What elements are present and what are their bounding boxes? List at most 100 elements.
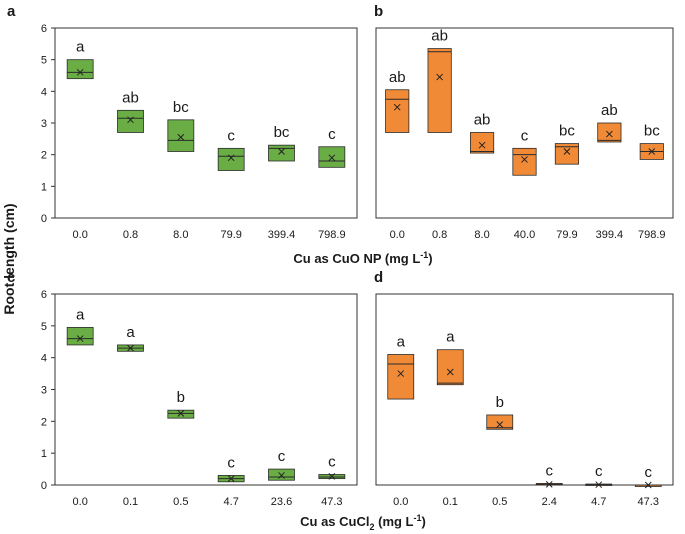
y-tick-label: 6 xyxy=(41,289,47,301)
significance-letter: bc xyxy=(274,124,290,141)
box xyxy=(597,122,622,143)
plot-frame-d xyxy=(375,293,674,486)
y-tick-label: 1 xyxy=(41,448,47,460)
panel-b: b 0.0 ab 0.8 ab 8.0 ab 40.0 c 79.9 bc 399.4 ab 798.9 b… xyxy=(374,3,674,241)
significance-letter: ab xyxy=(601,102,618,119)
x-tick-label: 8.0 xyxy=(173,229,188,241)
y-tick-label: 5 xyxy=(41,321,47,333)
x-axis-title-top-suffix: ) xyxy=(428,251,432,266)
mean-marker xyxy=(496,421,504,428)
significance-letter: ab xyxy=(389,69,406,86)
panel-label-b: b xyxy=(374,3,383,20)
significance-letter: c xyxy=(645,464,653,481)
x-tick-label: 0.5 xyxy=(492,496,507,508)
x-axis-title-bottom-suffix: ) xyxy=(422,514,426,529)
mean-marker xyxy=(177,410,185,417)
x-axis-title-bottom-middle: (mg L xyxy=(375,514,414,529)
x-tick-label: 0.1 xyxy=(123,496,138,508)
significance-letter: c xyxy=(328,126,336,143)
box xyxy=(318,146,346,168)
x-tick-label: 79.9 xyxy=(556,229,577,241)
x-tick-label: 47.3 xyxy=(638,496,659,508)
mean-marker xyxy=(446,368,454,376)
mean-marker xyxy=(595,481,603,489)
box xyxy=(512,147,537,176)
box xyxy=(66,59,94,80)
x-tick-label: 4.7 xyxy=(591,496,606,508)
box xyxy=(217,147,245,171)
mean-marker xyxy=(521,156,528,163)
plot-frame-c xyxy=(54,293,358,486)
y-tick-label: 4 xyxy=(41,86,47,98)
box xyxy=(387,354,415,400)
significance-letter: c xyxy=(227,454,235,471)
significance-letter: ab xyxy=(431,28,448,45)
mean-marker xyxy=(328,154,336,162)
significance-letter: ab xyxy=(122,89,139,106)
mean-marker xyxy=(127,116,134,124)
mean-marker xyxy=(644,481,652,489)
box xyxy=(554,143,579,165)
y-tick-label: 3 xyxy=(41,118,47,130)
box xyxy=(427,48,452,133)
x-tick-label: 79.9 xyxy=(220,229,241,241)
y-tick-label: 0 xyxy=(41,213,47,225)
x-tick-label: 4.7 xyxy=(224,496,239,508)
significance-letter: bc xyxy=(559,123,575,140)
mean-marker xyxy=(76,335,84,342)
significance-letter: a xyxy=(126,324,135,341)
mean-marker xyxy=(478,141,486,149)
significance-letter: bc xyxy=(644,123,660,140)
significance-letter: a xyxy=(76,306,85,323)
significance-letter: a xyxy=(446,329,455,346)
significance-letter: c xyxy=(278,448,286,465)
y-tick-label: 5 xyxy=(41,55,47,67)
plot-frame-a xyxy=(54,27,358,219)
significance-letter: c xyxy=(227,127,235,144)
box xyxy=(470,132,495,154)
box xyxy=(66,327,94,346)
y-tick-label: 4 xyxy=(41,353,47,365)
x-axis-title-bottom: Cu as CuCl2 (mg L-1) xyxy=(300,513,426,532)
panel-a: a 0 1 2 3 4 5 6 0.0 a 0.8 ab 8.0 bc 79.9 c 399.4 bc 798.9 c xyxy=(7,3,358,241)
y-tick-label: 0 xyxy=(41,480,47,492)
significance-letter: ab xyxy=(474,112,491,129)
x-axis-title-top-sup: -1 xyxy=(420,250,428,260)
mean-marker xyxy=(328,473,336,480)
panel-c: c 0 1 2 3 4 5 6 0.0 a 0.1 a 0.5 b 4.7 c 23.6 c 47.3 c xyxy=(7,269,358,508)
x-tick-label: 2.4 xyxy=(542,496,557,508)
significance-letter: c xyxy=(546,462,554,479)
x-tick-label: 399.4 xyxy=(268,229,296,241)
mean-marker xyxy=(177,133,185,141)
panel-label-d: d xyxy=(374,269,383,286)
x-tick-label: 0.0 xyxy=(393,496,408,508)
x-axis-title-top-prefix: Cu as CuO NP (mg L xyxy=(293,251,420,266)
x-tick-label: 23.6 xyxy=(271,496,292,508)
mean-marker xyxy=(393,103,401,111)
mean-marker xyxy=(606,130,613,138)
mean-marker xyxy=(545,481,553,488)
box xyxy=(117,109,144,133)
mean-marker xyxy=(127,344,134,352)
x-tick-label: 40.0 xyxy=(514,229,535,241)
x-tick-label: 0.5 xyxy=(173,496,188,508)
mean-marker xyxy=(397,370,405,377)
mean-marker xyxy=(436,73,443,81)
x-tick-label: 0.1 xyxy=(443,496,458,508)
panel-label-c: c xyxy=(7,269,15,286)
x-axis-title-top: Cu as CuO NP (mg L-1) xyxy=(293,250,432,266)
plot-frame-b xyxy=(375,27,674,219)
mean-marker xyxy=(278,472,285,479)
significance-letter: c xyxy=(328,453,336,470)
x-tick-label: 798.9 xyxy=(318,229,346,241)
y-tick-label: 1 xyxy=(41,181,47,193)
box xyxy=(436,349,464,386)
box xyxy=(167,119,195,152)
significance-letter: a xyxy=(397,333,406,350)
significance-letter: c xyxy=(521,127,529,144)
mean-marker xyxy=(227,475,235,482)
y-tick-label: 3 xyxy=(41,385,47,397)
x-axis-title-bottom-sup: -1 xyxy=(414,513,422,523)
x-tick-label: 0.0 xyxy=(73,229,88,241)
